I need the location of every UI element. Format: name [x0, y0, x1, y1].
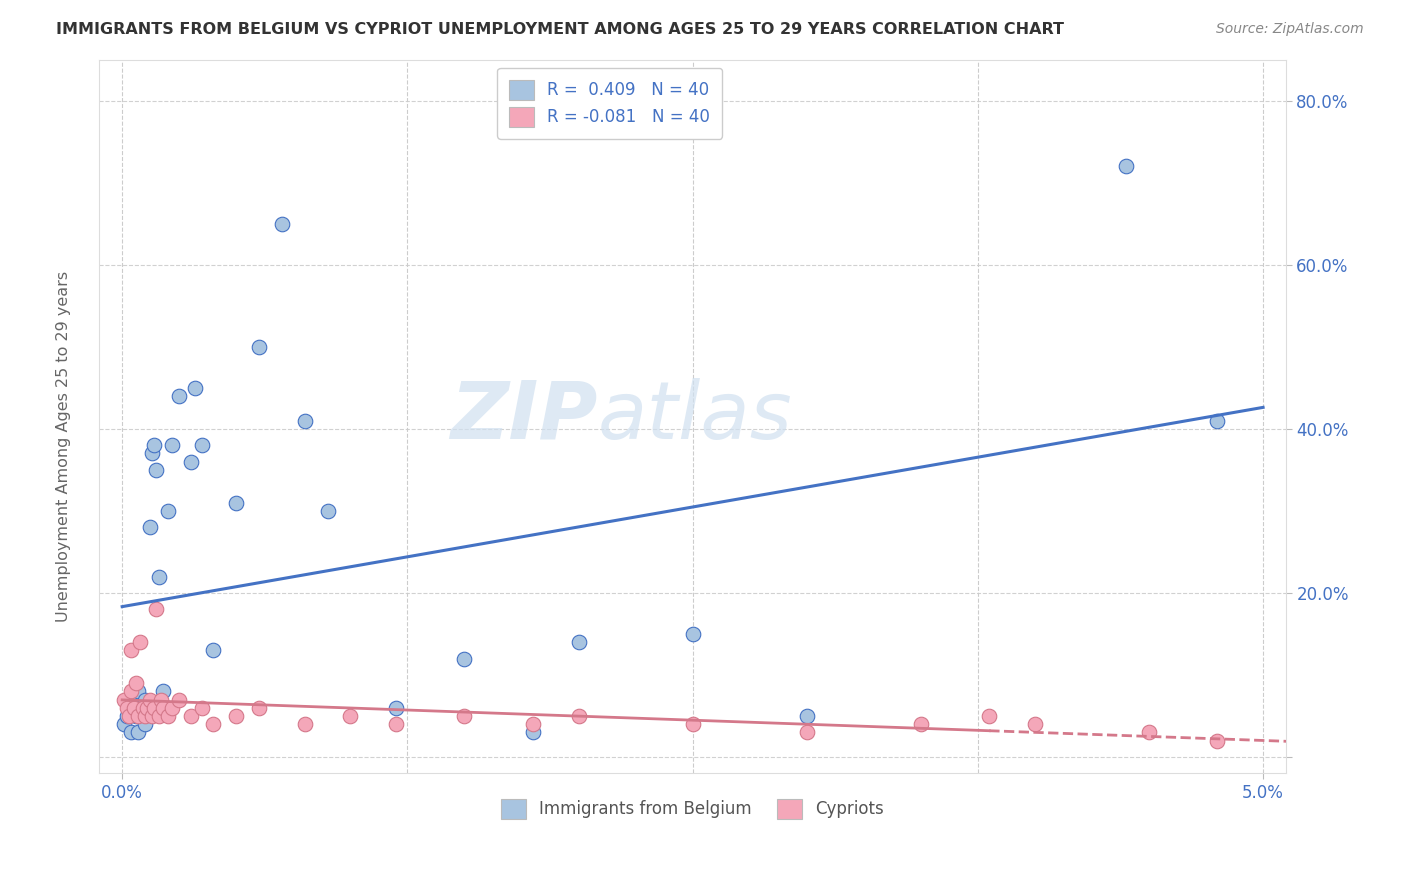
Point — [225, 496, 247, 510]
Point — [149, 692, 172, 706]
Point — [132, 700, 155, 714]
Point — [127, 725, 149, 739]
Point — [127, 709, 149, 723]
Point — [114, 692, 136, 706]
Point — [141, 446, 163, 460]
Point — [191, 438, 214, 452]
Point — [132, 709, 155, 723]
Point — [156, 504, 179, 518]
Point — [122, 692, 145, 706]
Point — [453, 709, 475, 723]
Text: Source: ZipAtlas.com: Source: ZipAtlas.com — [1216, 22, 1364, 37]
Point — [910, 717, 932, 731]
Point — [682, 717, 704, 731]
Point — [567, 635, 589, 649]
Point — [247, 700, 270, 714]
Point — [115, 700, 138, 714]
Point — [125, 709, 148, 723]
Point — [115, 709, 138, 723]
Point — [143, 438, 166, 452]
Point — [1206, 414, 1229, 428]
Point — [120, 725, 142, 739]
Text: atlas: atlas — [598, 377, 793, 456]
Point — [129, 700, 152, 714]
Point — [125, 676, 148, 690]
Point — [152, 700, 174, 714]
Point — [180, 709, 202, 723]
Point — [134, 709, 156, 723]
Point — [148, 569, 170, 583]
Point — [114, 717, 136, 731]
Text: ZIP: ZIP — [450, 377, 598, 456]
Point — [138, 692, 160, 706]
Point — [180, 455, 202, 469]
Point — [385, 717, 408, 731]
Point — [141, 709, 163, 723]
Point — [145, 602, 167, 616]
Point — [191, 700, 214, 714]
Point — [167, 389, 190, 403]
Point — [127, 684, 149, 698]
Point — [145, 463, 167, 477]
Point — [796, 725, 818, 739]
Point — [118, 700, 141, 714]
Point — [682, 627, 704, 641]
Point — [1206, 733, 1229, 747]
Point — [184, 381, 207, 395]
Point — [156, 700, 179, 714]
Point — [162, 700, 184, 714]
Point — [1024, 717, 1046, 731]
Text: Unemployment Among Ages 25 to 29 years: Unemployment Among Ages 25 to 29 years — [56, 270, 70, 622]
Point — [225, 709, 247, 723]
Point — [152, 684, 174, 698]
Point — [148, 709, 170, 723]
Point — [522, 725, 544, 739]
Point — [453, 651, 475, 665]
Point — [134, 717, 156, 731]
Point — [271, 217, 294, 231]
Text: IMMIGRANTS FROM BELGIUM VS CYPRIOT UNEMPLOYMENT AMONG AGES 25 TO 29 YEARS CORREL: IMMIGRANTS FROM BELGIUM VS CYPRIOT UNEMP… — [56, 22, 1064, 37]
Point — [1137, 725, 1160, 739]
Point — [979, 709, 1001, 723]
Point — [118, 709, 141, 723]
Point — [202, 643, 225, 657]
Point — [167, 692, 190, 706]
Point — [247, 340, 270, 354]
Point — [122, 700, 145, 714]
Point — [156, 709, 179, 723]
Point — [567, 709, 589, 723]
Point — [120, 643, 142, 657]
Point — [796, 709, 818, 723]
Point — [120, 684, 142, 698]
Point — [316, 504, 339, 518]
Point — [294, 414, 316, 428]
Point — [143, 700, 166, 714]
Point — [122, 700, 145, 714]
Point — [138, 520, 160, 534]
Point — [522, 717, 544, 731]
Point — [385, 700, 408, 714]
Point — [1115, 159, 1137, 173]
Point — [136, 700, 159, 714]
Point — [162, 438, 184, 452]
Point — [339, 709, 361, 723]
Point — [134, 692, 156, 706]
Point — [294, 717, 316, 731]
Point — [129, 635, 152, 649]
Legend: Immigrants from Belgium, Cypriots: Immigrants from Belgium, Cypriots — [495, 792, 891, 826]
Point — [202, 717, 225, 731]
